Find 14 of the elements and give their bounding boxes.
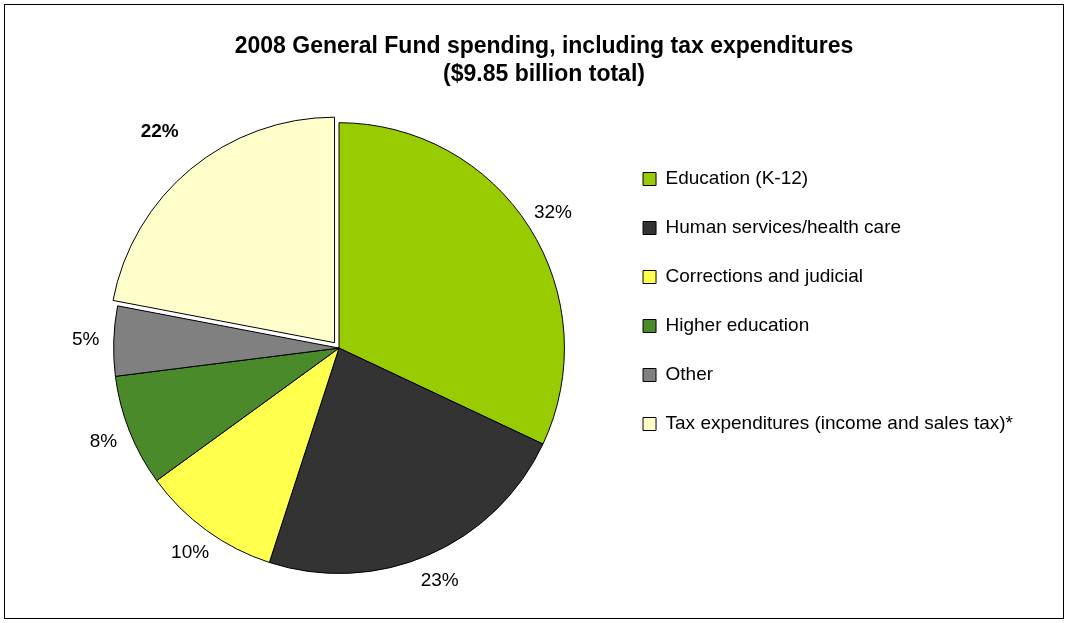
legend-label: Tax expenditures (income and sales tax)* — [665, 412, 1014, 434]
data-label: 22% — [140, 119, 179, 141]
data-label: 10% — [171, 541, 210, 563]
data-label: 5% — [72, 328, 100, 350]
chart-title: 2008 General Fund spending, including tax expenditures — [234, 32, 854, 59]
data-label: 32% — [533, 200, 573, 222]
data-label: 23% — [420, 568, 459, 590]
data-label: 8% — [89, 429, 118, 451]
chart-subtitle: ($9.85 billion total) — [443, 59, 645, 86]
legend-label: Education (K-12) — [665, 167, 809, 189]
legend-label: Other — [665, 363, 714, 385]
legend-label: Corrections and judicial — [665, 265, 864, 287]
legend-label: Human services/health care — [665, 216, 902, 238]
legend-label: Higher education — [665, 314, 810, 336]
